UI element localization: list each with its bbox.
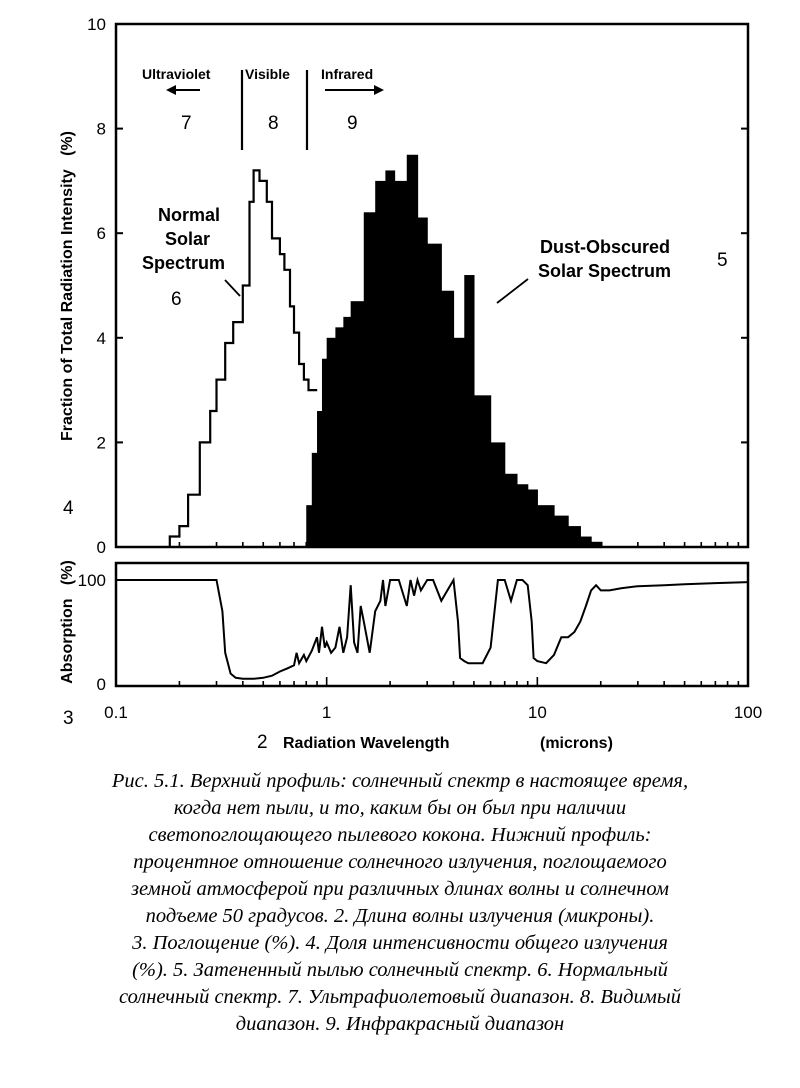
absorption-curve bbox=[116, 576, 749, 680]
x-tick-label: 10 bbox=[528, 703, 547, 722]
caption-line: диапазон. 9. Инфракрасный диапазон bbox=[235, 1013, 565, 1035]
region-number-visible: 8 bbox=[268, 113, 279, 134]
normal-spectrum-label-line3: Spectrum bbox=[142, 253, 225, 273]
region-label-visible: Visible bbox=[245, 66, 290, 82]
dust-obscured-bar bbox=[406, 154, 419, 547]
dust-spectrum-number: 5 bbox=[717, 250, 728, 271]
dust-obscured-bar bbox=[427, 243, 442, 547]
upper-y-tick-label: 6 bbox=[97, 224, 106, 243]
normal-spectrum-number: 6 bbox=[171, 289, 182, 310]
lower-panel: 0 100 0.1 1 10 100 Absorption (%) 3 2 Radiat… bbox=[59, 538, 762, 753]
region-label-ultraviolet: Ultraviolet bbox=[142, 66, 211, 82]
dust-spectrum-pointer bbox=[496, 278, 529, 304]
dust-obscured-bar bbox=[350, 301, 365, 547]
upper-y-tick-labels: 0 2 4 6 8 10 bbox=[87, 15, 106, 557]
lower-y-axis-number: 3 bbox=[63, 708, 74, 729]
dust-obscured-bar bbox=[441, 290, 455, 547]
dust-obscured-bar bbox=[554, 515, 569, 547]
caption-line: когда нет пыли, и то, каким бы он был пр… bbox=[173, 797, 627, 819]
dust-obscured-bar bbox=[464, 275, 475, 547]
dust-obscured-bar bbox=[326, 337, 336, 547]
upper-y-tick-label: 2 bbox=[97, 433, 106, 452]
dust-obscured-bar bbox=[385, 170, 396, 547]
ultraviolet-arrowhead-icon bbox=[166, 85, 176, 95]
upper-panel: 0 2 4 6 8 10 Ultraviolet 7 Visible 8 Infrared… bbox=[59, 15, 750, 557]
dust-obscured-bar bbox=[317, 411, 323, 547]
region-number-ultraviolet: 7 bbox=[181, 113, 192, 134]
dust-obscured-bar bbox=[591, 541, 603, 547]
lower-y-tick-label: 100 bbox=[78, 571, 106, 590]
caption-line: земной атмосферой при различных длинах в… bbox=[131, 878, 669, 900]
caption-line: Рис. 5.1. Верхний профиль: солнечный спе… bbox=[111, 770, 689, 792]
dust-obscured-bar bbox=[375, 180, 386, 547]
dust-spectrum-label-line1: Dust-Obscured bbox=[540, 237, 670, 257]
upper-y-tick-label: 10 bbox=[87, 15, 106, 34]
dust-obscured-bar bbox=[527, 489, 538, 547]
normal-spectrum-outline bbox=[168, 169, 318, 547]
dust-obscured-bar bbox=[453, 337, 465, 547]
dust-obscured-bar bbox=[537, 505, 555, 547]
lower-y-tick-label: 0 bbox=[97, 675, 106, 694]
dust-spectrum-label-line2: Solar Spectrum bbox=[538, 261, 671, 281]
lower-plot-frame bbox=[114, 561, 750, 688]
figure-caption: Рис. 5.1. Верхний профиль: солнечный спе… bbox=[12, 768, 788, 1038]
caption-line: процентное отношение солнечного излучени… bbox=[133, 851, 667, 873]
x-tick-label: 0.1 bbox=[104, 703, 128, 722]
region-label-infrared: Infrared bbox=[321, 66, 373, 82]
caption-line: подъеме 50 градусов. 2. Длина волны излу… bbox=[145, 905, 655, 927]
dust-obscured-bar bbox=[394, 180, 408, 547]
caption-line: солнечный спектр. 7. Ультрафиолетовый ди… bbox=[118, 986, 682, 1008]
x-tick-labels: 0.1 1 10 100 bbox=[104, 703, 762, 722]
normal-spectrum-pointer bbox=[224, 279, 241, 297]
x-axis-title: Radiation Wavelength bbox=[283, 735, 450, 752]
dust-obscured-bar bbox=[306, 505, 313, 547]
x-tick-label: 100 bbox=[734, 703, 762, 722]
dust-obscured-bar bbox=[311, 452, 318, 547]
upper-y-tick-label: 8 bbox=[97, 120, 106, 139]
lower-y-axis-title-group: Absorption (%) bbox=[59, 560, 76, 684]
dust-obscured-bar bbox=[580, 536, 592, 547]
dust-obscured-bar bbox=[417, 217, 428, 547]
dust-obscured-bar bbox=[321, 358, 328, 547]
region-number-infrared: 9 bbox=[347, 113, 358, 134]
dust-obscured-bar bbox=[516, 484, 529, 547]
upper-y-axis-number: 4 bbox=[63, 498, 74, 519]
dust-obscured-bars bbox=[306, 154, 603, 547]
upper-y-tick-label: 0 bbox=[97, 538, 106, 557]
normal-spectrum-label-line1: Normal bbox=[158, 205, 220, 225]
dust-obscured-bar bbox=[473, 395, 492, 547]
x-axis-unit: (microns) bbox=[540, 735, 613, 752]
caption-line: (%). 5. Затененный пылью солнечный спект… bbox=[132, 959, 668, 981]
dust-obscured-bar bbox=[490, 442, 506, 547]
dust-obscured-bar bbox=[335, 327, 344, 547]
normal-spectrum-label-line2: Solar bbox=[165, 229, 210, 249]
upper-y-ticks bbox=[116, 23, 748, 548]
lower-y-tick-labels: 0 100 bbox=[78, 571, 106, 694]
upper-y-axis-title-group: Fraction of Total Radiation Intensity (%… bbox=[59, 131, 76, 441]
dust-obscured-bar bbox=[343, 316, 352, 547]
infrared-arrowhead-icon bbox=[374, 85, 384, 95]
x-axis-number: 2 bbox=[257, 732, 268, 753]
x-tick-label: 1 bbox=[322, 703, 331, 722]
dust-obscured-bar bbox=[568, 526, 581, 547]
upper-y-tick-label: 4 bbox=[97, 329, 106, 348]
dust-obscured-bar bbox=[504, 473, 518, 547]
upper-y-axis-title: Fraction of Total Radiation Intensity (%… bbox=[59, 131, 76, 441]
lower-y-axis-title: Absorption (%) bbox=[59, 560, 76, 684]
dust-obscured-bar bbox=[363, 212, 376, 547]
caption-line: светопоглощающего пылевого кокона. Нижни… bbox=[148, 824, 652, 846]
x-ticks bbox=[115, 538, 740, 686]
caption-line: 3. Поглощение (%). 4. Доля интенсивности… bbox=[132, 932, 668, 954]
